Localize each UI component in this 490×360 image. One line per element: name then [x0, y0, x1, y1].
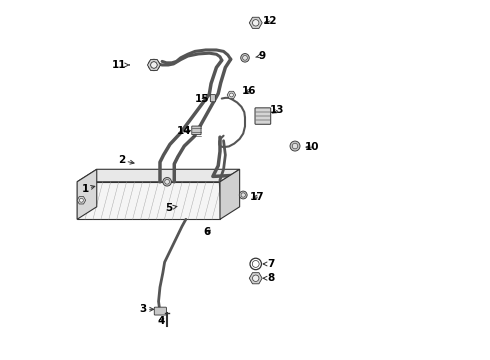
Text: 1: 1 [81, 184, 95, 194]
Text: 9: 9 [256, 51, 266, 61]
Text: 10: 10 [305, 142, 319, 152]
Polygon shape [220, 169, 240, 219]
Circle shape [151, 62, 157, 68]
Circle shape [252, 275, 259, 282]
Circle shape [79, 198, 83, 202]
Text: 16: 16 [241, 86, 256, 96]
Text: 8: 8 [263, 273, 274, 283]
Text: 6: 6 [204, 227, 211, 237]
Text: 4: 4 [157, 316, 165, 326]
Polygon shape [77, 182, 220, 219]
Circle shape [165, 179, 170, 184]
Circle shape [290, 141, 300, 151]
Text: 11: 11 [112, 60, 129, 70]
Polygon shape [77, 169, 97, 219]
FancyBboxPatch shape [210, 95, 215, 102]
Circle shape [229, 93, 233, 97]
Text: 12: 12 [263, 16, 277, 26]
Polygon shape [77, 169, 240, 182]
Text: 5: 5 [166, 203, 177, 213]
Circle shape [243, 55, 247, 60]
Text: 2: 2 [118, 156, 134, 165]
Text: 15: 15 [195, 94, 209, 104]
Circle shape [239, 191, 247, 199]
FancyBboxPatch shape [154, 307, 167, 315]
Circle shape [241, 54, 249, 62]
FancyBboxPatch shape [192, 126, 201, 135]
FancyBboxPatch shape [255, 108, 270, 124]
Circle shape [151, 62, 157, 68]
Text: 3: 3 [140, 304, 154, 314]
Circle shape [163, 177, 172, 186]
Circle shape [252, 19, 259, 26]
Circle shape [148, 59, 160, 71]
Circle shape [241, 193, 245, 197]
Text: 14: 14 [177, 126, 192, 136]
Text: 17: 17 [250, 192, 265, 202]
Circle shape [292, 143, 298, 149]
Text: 13: 13 [270, 105, 284, 115]
Text: 7: 7 [263, 259, 274, 269]
